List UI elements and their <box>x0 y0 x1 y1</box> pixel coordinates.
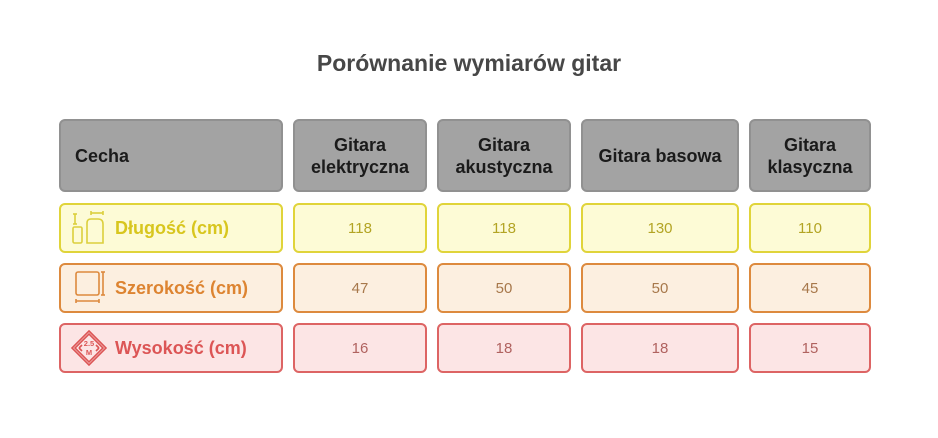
width-icon <box>75 271 105 303</box>
header-acoustic-guitar-label: Gitara akustyczna <box>455 134 553 177</box>
header-electric-guitar: Gitara elektryczna <box>293 119 427 192</box>
cell-width-bass-value: 50 <box>651 279 669 297</box>
cell-width-classical-value: 45 <box>801 279 819 297</box>
cell-length-bass: 130 <box>581 203 739 253</box>
header-classical-guitar-label: Gitara klasyczna <box>767 134 853 177</box>
row-label-height-text: Wysokość (cm) <box>115 337 247 358</box>
header-feature: Cecha <box>59 119 283 192</box>
row-label-width-text: Szerokość (cm) <box>115 277 249 298</box>
cell-width-electric-value: 47 <box>351 279 369 297</box>
length-icon <box>72 211 104 244</box>
cell-height-electric: 16 <box>293 323 427 373</box>
cell-width-acoustic-value: 50 <box>495 279 513 297</box>
cell-length-acoustic-value: 118 <box>492 219 516 237</box>
cell-length-electric-value: 118 <box>348 219 372 237</box>
cell-height-bass: 18 <box>581 323 739 373</box>
cell-length-bass-value: 130 <box>647 219 673 237</box>
row-label-length: Długość (cm) <box>59 203 283 253</box>
header-acoustic-guitar: Gitara akustyczna <box>437 119 571 192</box>
cell-height-acoustic: 18 <box>437 323 571 373</box>
header-bass-guitar-label: Gitara basowa <box>598 145 722 166</box>
cell-height-acoustic-value: 18 <box>495 339 513 357</box>
cell-width-electric: 47 <box>293 263 427 313</box>
cell-length-classical-value: 110 <box>798 219 822 237</box>
header-classical-guitar: Gitara klasyczna <box>749 119 871 192</box>
header-electric-guitar-label: Gitara elektryczna <box>310 134 410 177</box>
cell-length-classical: 110 <box>749 203 871 253</box>
cell-width-acoustic: 50 <box>437 263 571 313</box>
cell-width-classical: 45 <box>749 263 871 313</box>
row-label-length-text: Długość (cm) <box>115 217 230 238</box>
cell-height-electric-value: 16 <box>351 339 369 357</box>
height-sign-icon: 2.5 M <box>71 330 107 366</box>
height-sign-unit: M <box>86 348 92 357</box>
header-bass-guitar: Gitara basowa <box>581 119 739 192</box>
cell-length-electric: 118 <box>293 203 427 253</box>
row-label-height: 2.5 M Wysokość (cm) <box>59 323 283 373</box>
chart-title: Porównanie wymiarów gitar <box>316 50 622 76</box>
header-feature-label: Cecha <box>75 145 130 166</box>
cell-width-bass: 50 <box>581 263 739 313</box>
cell-length-acoustic: 118 <box>437 203 571 253</box>
row-label-width: Szerokość (cm) <box>59 263 283 313</box>
cell-height-classical-value: 15 <box>801 339 819 357</box>
height-sign-value: 2.5 <box>84 339 94 348</box>
cell-height-classical: 15 <box>749 323 871 373</box>
cell-height-bass-value: 18 <box>651 339 669 357</box>
